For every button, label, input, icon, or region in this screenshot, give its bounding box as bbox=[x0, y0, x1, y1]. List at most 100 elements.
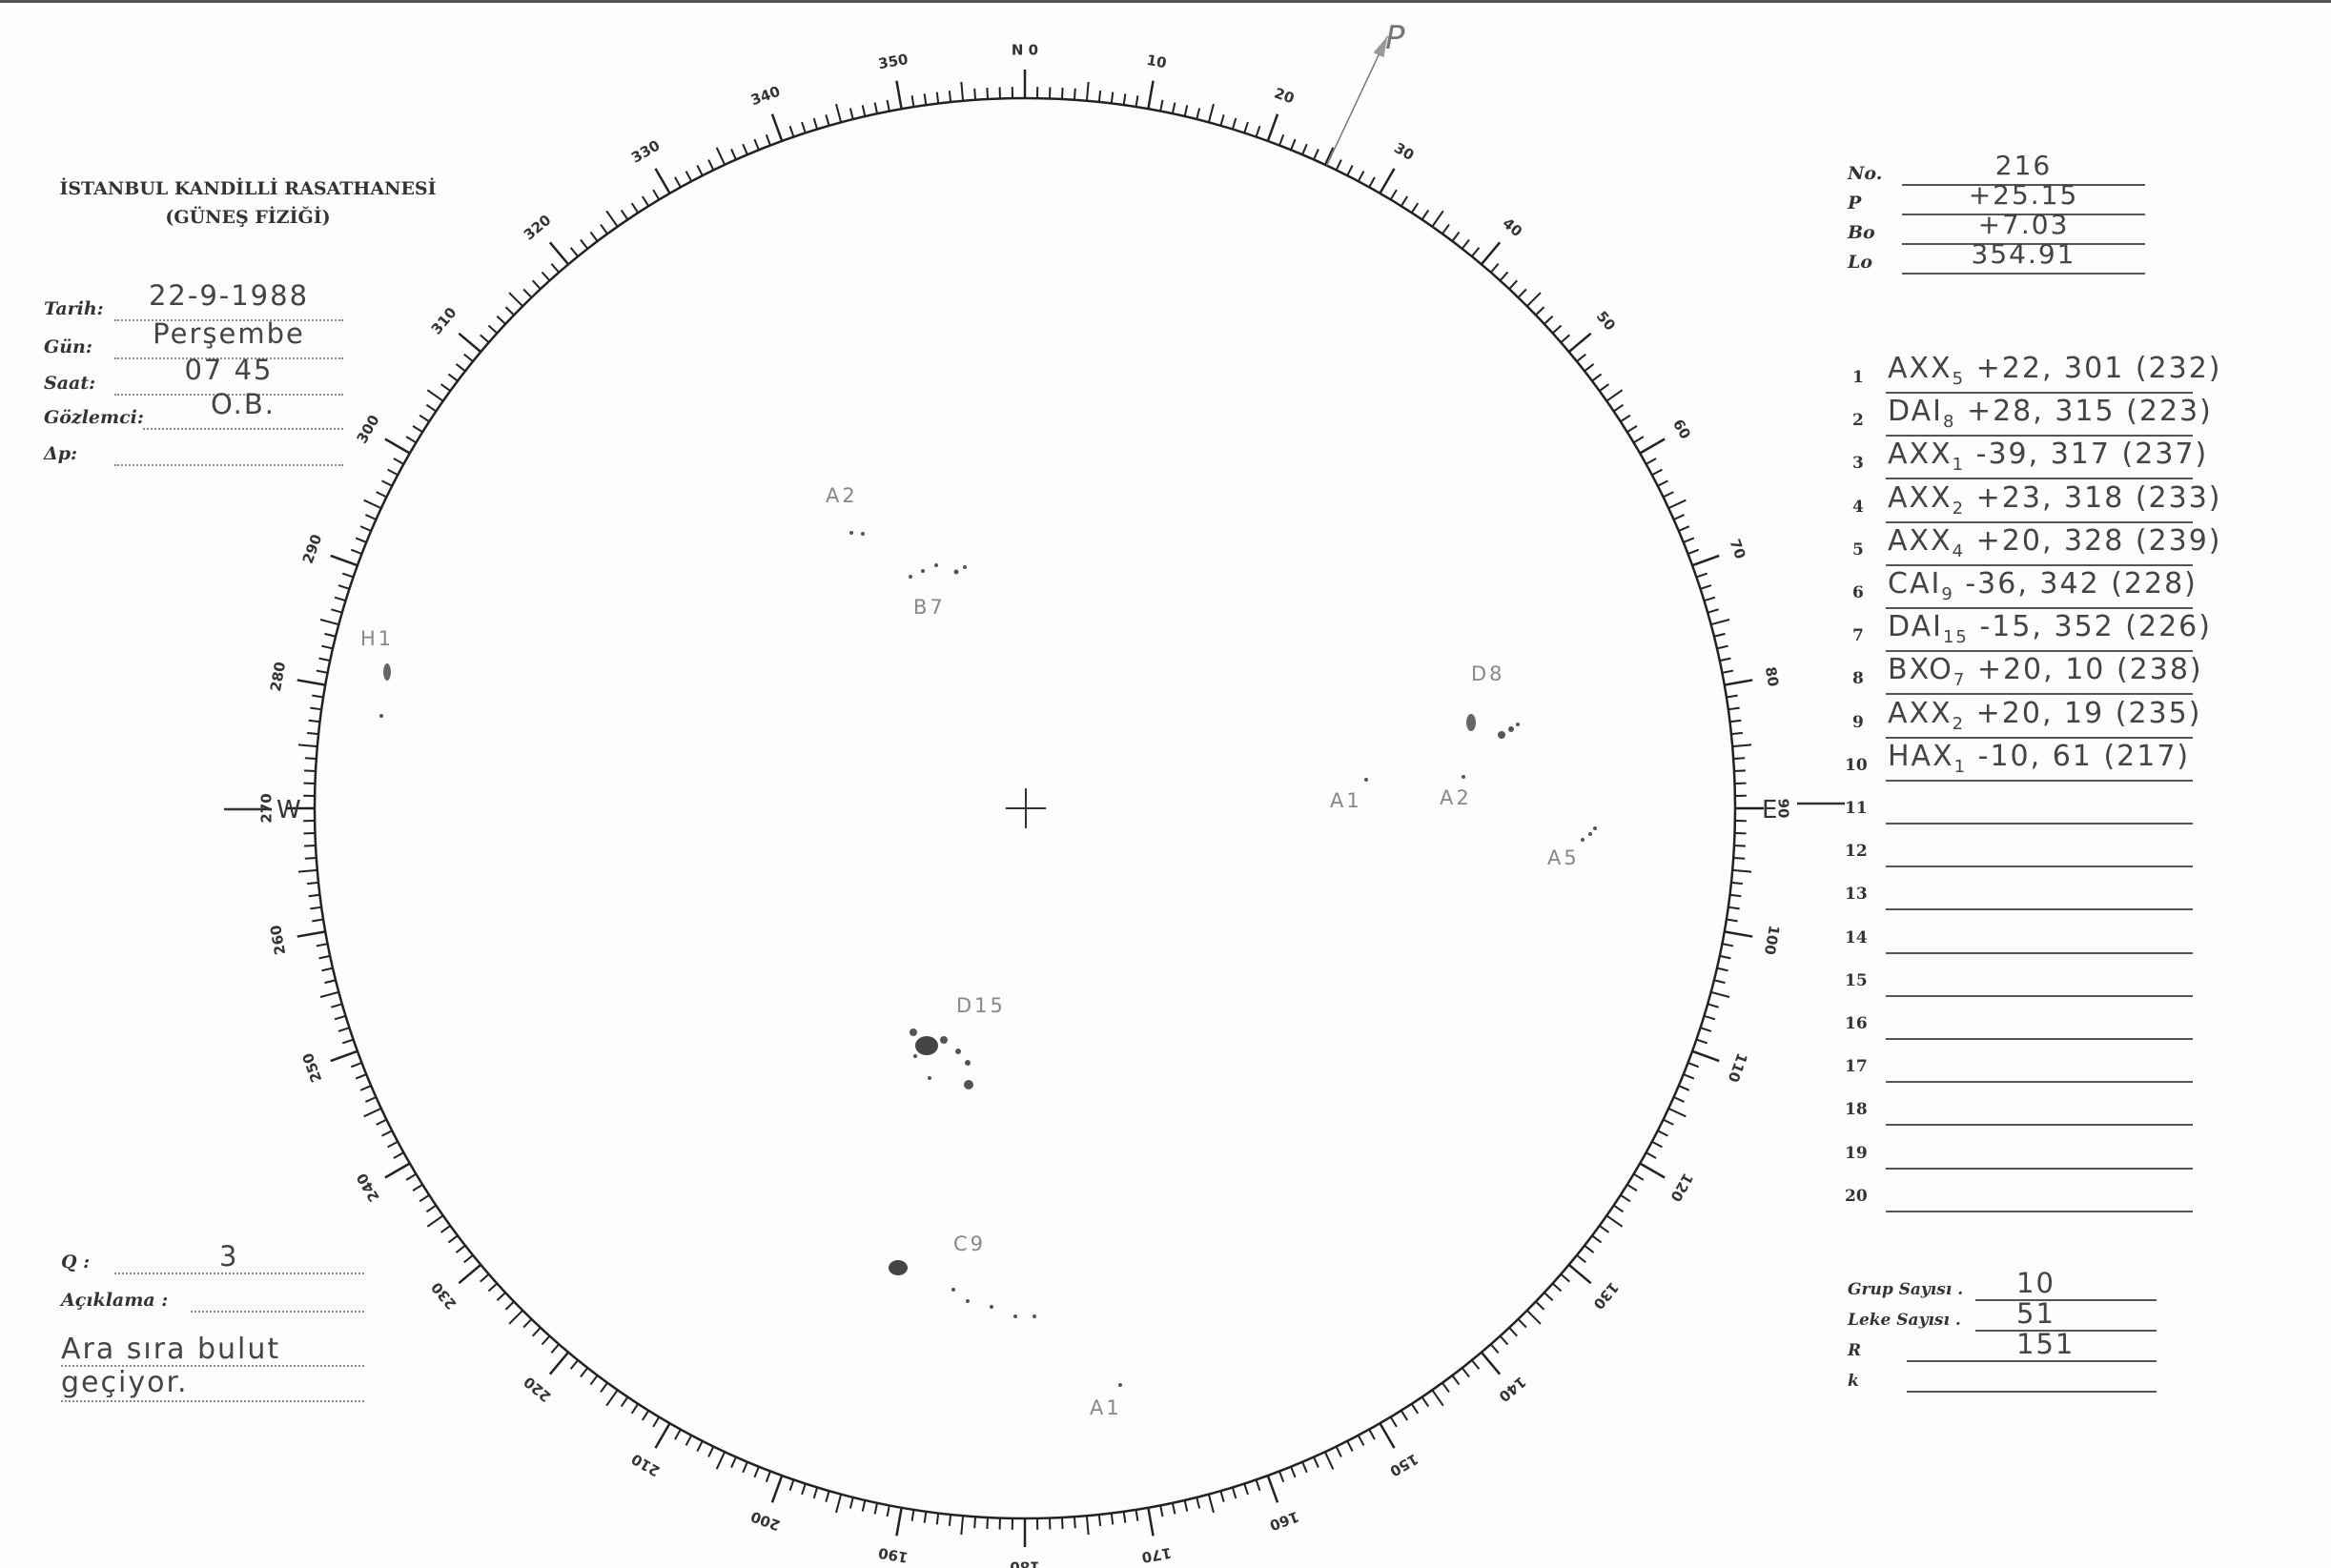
scale-tick bbox=[1490, 263, 1500, 274]
scale-tick bbox=[986, 87, 990, 100]
scale-tick bbox=[376, 1118, 387, 1126]
scale-tick bbox=[1707, 608, 1719, 614]
scale-tick bbox=[365, 1096, 377, 1103]
group-longitude: 10 bbox=[2065, 653, 2106, 687]
group-row-number: 7 bbox=[1852, 626, 1864, 646]
scale-tick bbox=[1451, 1375, 1461, 1386]
group-latitude: -15 bbox=[1979, 610, 2033, 644]
group-row-number: 12 bbox=[1845, 842, 1868, 862]
scale-label: 340 bbox=[748, 83, 783, 110]
field-value: 07 45 bbox=[184, 354, 274, 386]
scale-tick bbox=[331, 1003, 343, 1008]
scale-label: 170 bbox=[1140, 1544, 1173, 1566]
scale-tick bbox=[1451, 231, 1461, 242]
param-line: +25.15 bbox=[1902, 179, 2145, 215]
scale-tick bbox=[1599, 1225, 1610, 1233]
group-latitude: +20 bbox=[1975, 696, 2042, 730]
group-spot-count: 2 bbox=[1952, 498, 1966, 519]
scale-tick bbox=[986, 1517, 990, 1530]
scale-tick bbox=[835, 1494, 843, 1514]
scale-tick bbox=[1639, 438, 1666, 455]
scale-tick bbox=[1410, 1403, 1420, 1415]
pole-arrow: P bbox=[1325, 19, 1405, 166]
scale-tick bbox=[1219, 114, 1225, 127]
scale-tick bbox=[522, 1318, 533, 1329]
field-label: Tarih: bbox=[44, 298, 104, 319]
scale-label: 110 bbox=[1725, 1050, 1751, 1085]
field-line: O.B. bbox=[143, 386, 343, 430]
scale-tick bbox=[696, 165, 704, 176]
west-label: W bbox=[276, 796, 301, 825]
scale-tick bbox=[337, 584, 350, 590]
scale-tick bbox=[605, 210, 619, 228]
scale-tick bbox=[324, 979, 337, 985]
scale-tick bbox=[1400, 1410, 1408, 1421]
group-row: AXX2 +23, 318 (233) bbox=[1886, 481, 2220, 523]
scale-tick bbox=[1713, 979, 1726, 985]
scale-tick bbox=[960, 1516, 965, 1536]
scale-tick bbox=[1700, 1027, 1712, 1032]
scale-tick bbox=[861, 1499, 867, 1512]
scale-tick bbox=[935, 1513, 940, 1525]
scale-tick bbox=[1713, 632, 1726, 638]
scale-tick bbox=[426, 1214, 444, 1228]
scale-tick bbox=[1499, 1334, 1509, 1346]
scale-tick bbox=[1431, 1389, 1444, 1407]
scale-tick bbox=[1724, 679, 1753, 686]
scale-label: 350 bbox=[877, 51, 910, 72]
group-spot-count: 8 bbox=[1942, 412, 1956, 433]
scale-tick bbox=[642, 1410, 650, 1421]
scale-tick bbox=[1599, 383, 1610, 392]
scale-tick bbox=[1266, 1475, 1279, 1503]
group-latitude: -10 bbox=[1977, 739, 2031, 773]
group-entry: AXX5 +22, 301 (232) bbox=[1888, 352, 2222, 389]
group-longitude: 61 bbox=[2052, 739, 2093, 773]
scale-tick bbox=[1183, 1499, 1189, 1512]
group-longitude: 315 bbox=[2055, 395, 2116, 429]
scale-label: 300 bbox=[353, 412, 382, 446]
scale-tick bbox=[1526, 1310, 1542, 1325]
scale-tick bbox=[297, 868, 317, 873]
param-line: +7.03 bbox=[1902, 209, 2145, 245]
scale-tick bbox=[550, 263, 560, 274]
scale-tick bbox=[550, 1343, 560, 1354]
scale-tick bbox=[1704, 1014, 1716, 1021]
summary-value: 51 bbox=[2016, 1297, 2055, 1330]
group-latitude: -36 bbox=[1965, 567, 2018, 601]
scale-tick bbox=[1147, 1507, 1155, 1537]
group-class: DAI bbox=[1888, 610, 1943, 644]
scale-tick bbox=[895, 80, 903, 110]
scale-label: 310 bbox=[428, 304, 460, 338]
scale-tick bbox=[620, 1396, 629, 1408]
sunspot-label: D15 bbox=[956, 994, 1006, 1017]
scale-label: 20 bbox=[1272, 84, 1297, 107]
group-carrington: (239) bbox=[2135, 523, 2222, 558]
scale-tick bbox=[849, 108, 854, 120]
scale-tick bbox=[1722, 943, 1734, 947]
scale-tick bbox=[1663, 491, 1674, 499]
scale-tick bbox=[1551, 324, 1563, 335]
group-class: BXO bbox=[1888, 653, 1953, 687]
scale-tick bbox=[405, 436, 417, 444]
scale-tick bbox=[580, 1367, 589, 1378]
scale-tick bbox=[1535, 1300, 1545, 1311]
scale-tick bbox=[455, 363, 466, 373]
scale-label: 330 bbox=[628, 136, 663, 166]
scale-tick bbox=[1159, 99, 1164, 112]
scale-tick bbox=[1691, 1049, 1720, 1063]
department-subtitle: (GÜNEŞ FİZİĞİ) bbox=[165, 207, 331, 228]
scale-tick bbox=[393, 1151, 404, 1159]
scale-tick bbox=[1085, 81, 1090, 101]
scale-tick bbox=[1626, 1183, 1638, 1191]
group-spot-count: 1 bbox=[1952, 455, 1966, 476]
summary-label: Leke Sayısı . bbox=[1848, 1311, 1961, 1330]
scale-tick bbox=[696, 1440, 704, 1452]
scale-tick bbox=[960, 81, 965, 101]
sunspot-label: A2 bbox=[1440, 786, 1472, 809]
group-longitude: 342 bbox=[2039, 567, 2100, 601]
group-row-number: 19 bbox=[1845, 1143, 1868, 1163]
scale-tick bbox=[359, 525, 372, 532]
scale-tick bbox=[350, 1062, 362, 1069]
center-crosshair bbox=[1006, 788, 1046, 828]
scale-tick bbox=[1379, 168, 1396, 194]
